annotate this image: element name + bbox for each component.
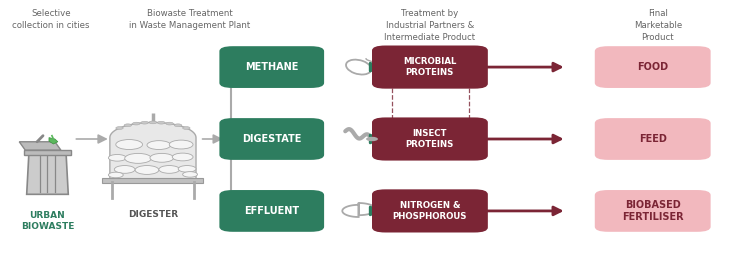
Circle shape xyxy=(366,137,378,141)
Circle shape xyxy=(135,166,159,174)
Text: BIOBASED
FERTILISER: BIOBASED FERTILISER xyxy=(622,200,684,222)
Polygon shape xyxy=(19,142,61,150)
Circle shape xyxy=(182,172,197,177)
Text: EFFLUENT: EFFLUENT xyxy=(244,206,299,216)
Circle shape xyxy=(174,124,182,126)
Circle shape xyxy=(109,172,124,178)
FancyBboxPatch shape xyxy=(219,118,324,160)
Text: METHANE: METHANE xyxy=(245,62,298,72)
Circle shape xyxy=(116,140,143,150)
Circle shape xyxy=(170,140,193,149)
Text: NITROGEN &
PHOSPHOROUS: NITROGEN & PHOSPHOROUS xyxy=(393,201,467,221)
FancyBboxPatch shape xyxy=(372,117,488,161)
FancyBboxPatch shape xyxy=(594,118,711,160)
Text: FOOD: FOOD xyxy=(637,62,668,72)
Circle shape xyxy=(141,121,148,124)
Polygon shape xyxy=(27,153,68,194)
Circle shape xyxy=(147,141,171,150)
FancyBboxPatch shape xyxy=(219,46,324,88)
Text: DIGESTATE: DIGESTATE xyxy=(242,134,301,144)
Circle shape xyxy=(158,121,165,124)
FancyBboxPatch shape xyxy=(372,189,488,232)
Text: Selective
collection in cities: Selective collection in cities xyxy=(13,9,90,30)
Text: Final
Marketable
Product: Final Marketable Product xyxy=(634,9,682,42)
Circle shape xyxy=(109,155,126,161)
Polygon shape xyxy=(110,122,196,179)
Circle shape xyxy=(173,153,193,161)
Circle shape xyxy=(116,127,124,129)
Circle shape xyxy=(124,124,132,126)
Circle shape xyxy=(182,127,190,129)
FancyBboxPatch shape xyxy=(103,178,203,183)
Circle shape xyxy=(159,166,179,173)
Circle shape xyxy=(166,122,173,125)
Circle shape xyxy=(150,121,157,124)
Circle shape xyxy=(150,153,173,162)
Text: INSECT
PROTEINS: INSECT PROTEINS xyxy=(405,129,454,149)
Polygon shape xyxy=(49,138,58,144)
Text: FEED: FEED xyxy=(639,134,667,144)
Text: Treatment by
Industrial Partners &
Intermediate Product: Treatment by Industrial Partners & Inter… xyxy=(385,9,475,42)
FancyBboxPatch shape xyxy=(219,190,324,232)
FancyBboxPatch shape xyxy=(24,150,71,155)
FancyBboxPatch shape xyxy=(594,190,711,232)
Text: DIGESTER: DIGESTER xyxy=(128,210,178,219)
Text: MICROBIAL
PROTEINS: MICROBIAL PROTEINS xyxy=(403,57,457,77)
FancyBboxPatch shape xyxy=(372,46,488,89)
Text: Biowaste Treatment
in Waste Management Plant: Biowaste Treatment in Waste Management P… xyxy=(129,9,251,30)
Circle shape xyxy=(125,153,152,163)
FancyBboxPatch shape xyxy=(594,46,711,88)
Text: URBAN
BIOWASTE: URBAN BIOWASTE xyxy=(21,211,74,231)
Circle shape xyxy=(132,122,140,125)
Circle shape xyxy=(178,166,196,172)
Circle shape xyxy=(115,166,135,173)
